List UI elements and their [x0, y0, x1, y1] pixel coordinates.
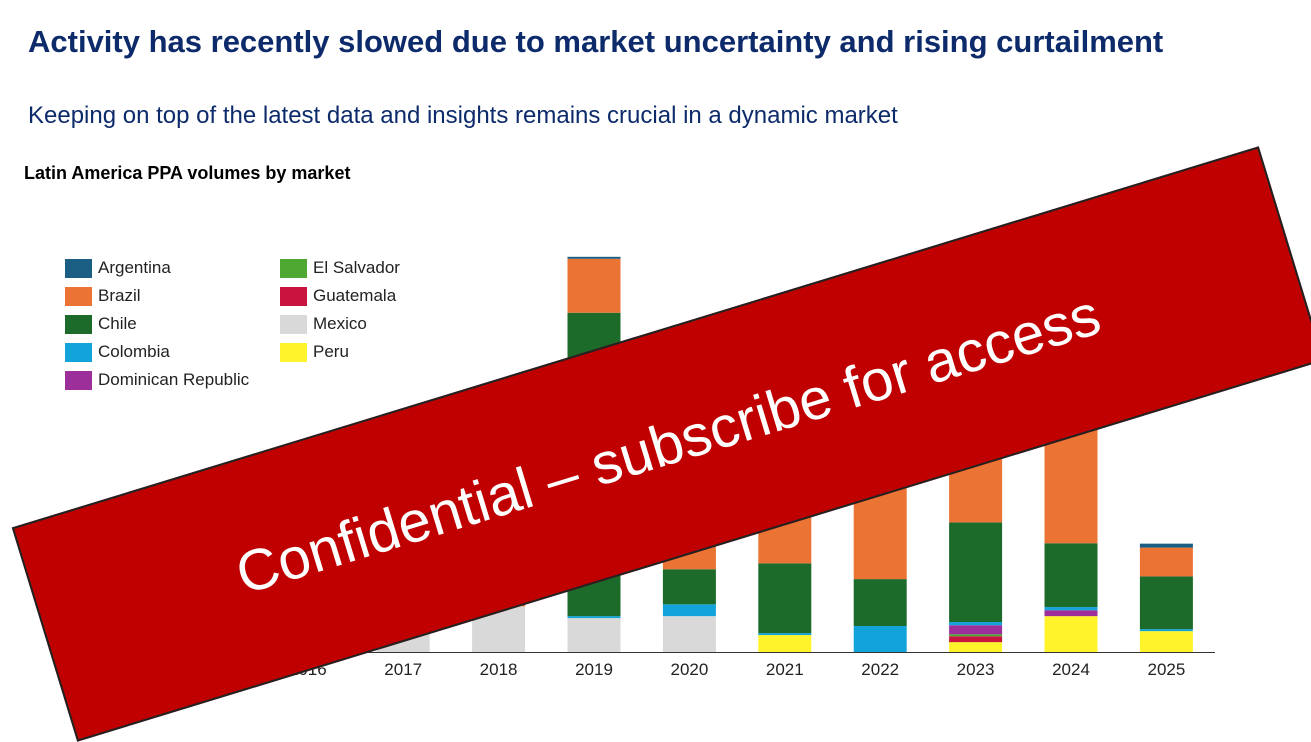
x-tick-label: 2021	[766, 660, 804, 679]
bar-segment	[949, 642, 1003, 652]
x-tick-label: 2025	[1147, 660, 1185, 679]
chart-title: Latin America PPA volumes by market	[24, 163, 351, 183]
x-tick-label: 2024	[1052, 660, 1090, 679]
bar-segment	[1139, 631, 1193, 652]
bar-segment	[949, 636, 1003, 643]
legend-label: Peru	[313, 342, 349, 361]
legend-swatch	[280, 342, 307, 362]
legend-label: Guatemala	[313, 286, 397, 305]
legend-swatch	[65, 258, 92, 278]
legend-swatch	[65, 286, 92, 306]
bar-segment	[949, 625, 1003, 635]
legend-swatch	[280, 258, 307, 278]
legend-item: Argentina	[65, 258, 171, 278]
x-tick-label: 2018	[480, 660, 518, 679]
x-tick-label: 2022	[861, 660, 899, 679]
bar-segment	[1139, 547, 1193, 577]
legend-label: Chile	[98, 314, 137, 333]
bar-segment	[567, 258, 621, 313]
legend-swatch	[280, 314, 307, 334]
legend-swatch	[65, 370, 92, 390]
bar-segment	[1044, 607, 1098, 611]
bar-segment	[1044, 543, 1098, 608]
legend-label: El Salvador	[313, 258, 400, 277]
legend-item: Colombia	[65, 342, 170, 362]
bar-segment	[662, 616, 716, 652]
bar-segment	[1044, 610, 1098, 617]
bar-segment	[853, 579, 907, 626]
legend-item: Dominican Republic	[65, 370, 249, 390]
x-tick-label: 2017	[384, 660, 422, 679]
bar-segment	[1139, 576, 1193, 630]
bar-segment	[949, 522, 1003, 623]
bar-segment	[1139, 543, 1193, 548]
bar-segment	[949, 622, 1003, 626]
legend-label: Argentina	[98, 258, 171, 277]
bar-segment	[1139, 629, 1193, 632]
page-title: Activity has recently slowed due to mark…	[28, 24, 1164, 59]
legend-item: Brazil	[65, 286, 141, 306]
x-tick-label: 2020	[670, 660, 708, 679]
bar-segment	[567, 616, 621, 619]
page-subtitle: Keeping on top of the latest data and in…	[28, 102, 898, 129]
bar-segment	[1044, 616, 1098, 652]
bar-segment	[758, 633, 812, 636]
legend-item: Guatemala	[280, 286, 396, 306]
legend-item: El Salvador	[280, 258, 400, 278]
bar-segment	[758, 563, 812, 634]
bar-segment	[949, 634, 1003, 637]
bar-segment	[567, 618, 621, 652]
legend-swatch	[65, 342, 92, 362]
legend-swatch	[65, 314, 92, 334]
legend-label: Dominican Republic	[98, 370, 250, 389]
legend-label: Colombia	[98, 342, 170, 361]
legend-item: Peru	[280, 342, 349, 362]
bar-segment	[662, 569, 716, 605]
legend-item: Mexico	[280, 314, 367, 334]
legend-item: Chile	[65, 314, 137, 334]
legend-label: Brazil	[98, 286, 141, 305]
x-tick-label: 2019	[575, 660, 613, 679]
bar-segment	[758, 635, 812, 652]
bar-segment	[853, 625, 907, 652]
bar-segment	[567, 256, 621, 259]
x-tick-label: 2023	[957, 660, 995, 679]
legend-swatch	[280, 286, 307, 306]
bar-segment	[662, 604, 716, 617]
legend-label: Mexico	[313, 314, 367, 333]
